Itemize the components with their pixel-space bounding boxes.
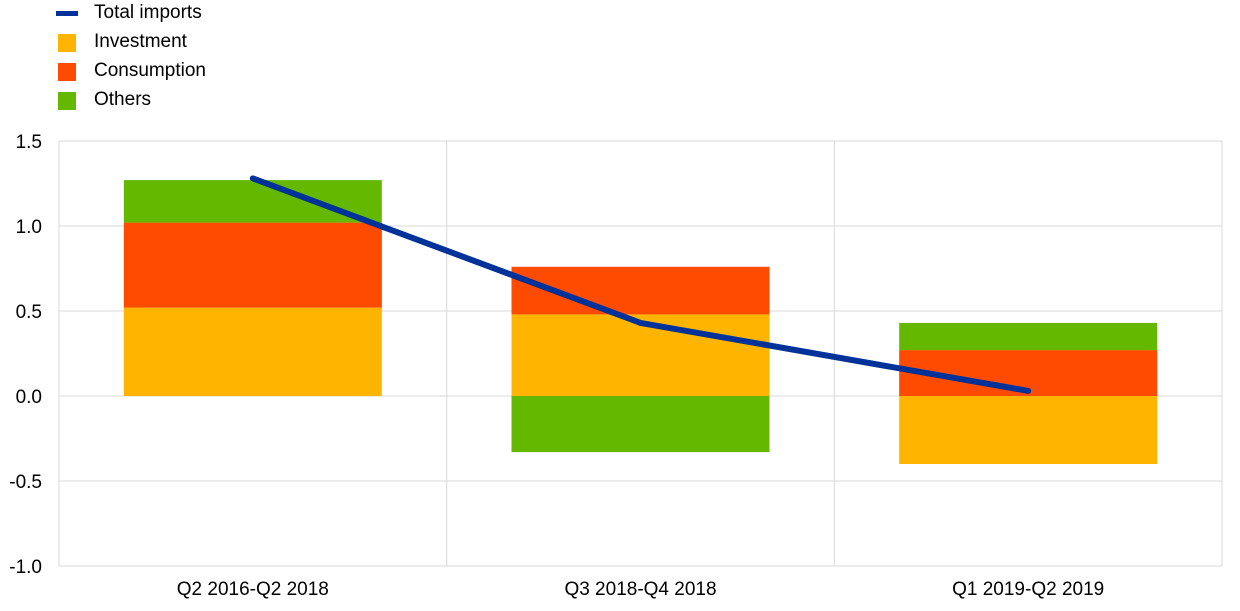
y-tick-label: 0.0 [16,387,42,408]
legend-swatch [56,11,78,16]
bar-investment [511,314,770,396]
line-total-imports [249,175,1032,394]
legend-label: Others [94,89,152,110]
x-tick-label: Q1 2019-Q2 2019 [952,579,1104,600]
x-tick-label: Q3 2018-Q4 2018 [564,579,716,600]
bar-others [123,180,382,223]
legend-label: Investment [94,31,187,52]
bar-investment [123,307,382,396]
bar-investment [899,396,1158,464]
bar-consumption [123,222,382,308]
bar-others [899,322,1158,351]
bar-others [511,396,770,453]
legend-swatch [58,34,76,52]
y-tick-label: 1.0 [16,217,42,238]
y-tick-label: -1.0 [9,557,42,578]
y-tick-label: 1.5 [16,132,42,153]
y-tick-label: 0.5 [16,302,42,323]
legend-swatch [58,92,76,110]
x-tick-label: Q2 2016-Q2 2018 [177,579,329,600]
legend-label: Total imports [94,2,202,23]
legend-label: Consumption [94,60,206,81]
y-tick-label: -0.5 [9,472,42,493]
legend-swatch [58,63,76,81]
